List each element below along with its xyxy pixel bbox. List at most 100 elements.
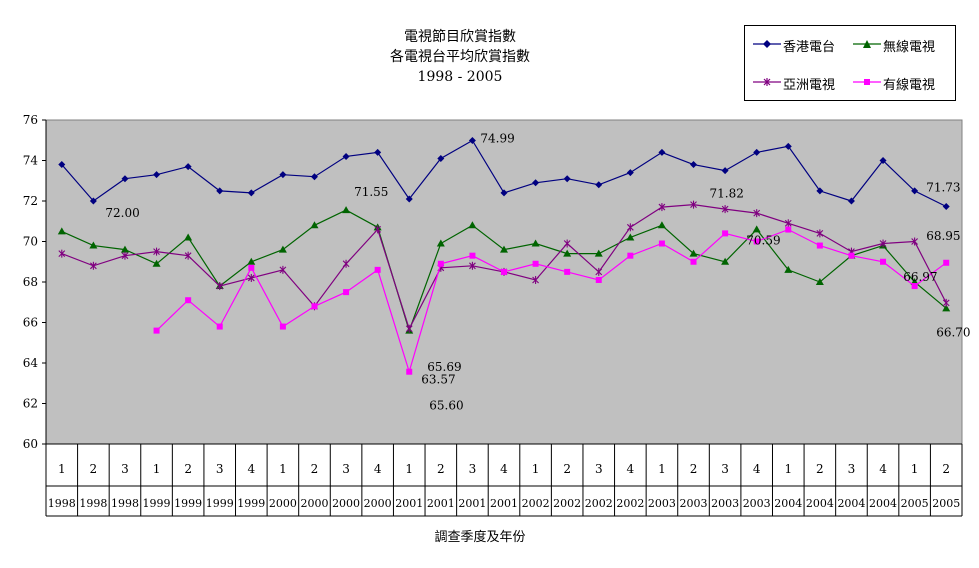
data-point-triangle bbox=[531, 239, 540, 247]
x-tick-label-quarter: 1 bbox=[911, 462, 919, 476]
data-point-square bbox=[279, 323, 286, 330]
legend-marker-star-icon bbox=[753, 78, 781, 86]
data-point-star bbox=[247, 273, 255, 282]
x-tick-label-quarter: 4 bbox=[500, 462, 508, 476]
data-point-diamond bbox=[342, 152, 350, 160]
x-tick-label-quarter: 4 bbox=[247, 462, 255, 476]
data-point-square bbox=[943, 259, 950, 266]
data-point-square bbox=[848, 252, 855, 259]
data-point-diamond bbox=[468, 136, 476, 144]
data-point-star bbox=[216, 282, 224, 291]
x-tick-label-year: 1999 bbox=[174, 497, 202, 510]
y-tick-label: 62 bbox=[23, 397, 38, 411]
data-point-square bbox=[816, 242, 823, 249]
data-point-diamond bbox=[405, 195, 413, 203]
data-point-star bbox=[658, 203, 666, 212]
legend-marker-diamond-icon bbox=[753, 40, 781, 48]
data-label: 71.82 bbox=[710, 187, 744, 201]
data-point-square bbox=[564, 268, 571, 275]
data-label: 65.69 bbox=[427, 360, 461, 374]
x-tick-label-quarter: 4 bbox=[627, 462, 635, 476]
x-tick-label-quarter: 3 bbox=[121, 462, 129, 476]
data-point-diamond bbox=[500, 189, 508, 197]
data-point-square bbox=[185, 297, 192, 304]
data-point-diamond bbox=[595, 181, 603, 189]
x-tick-label-quarter: 3 bbox=[216, 462, 224, 476]
data-point-triangle bbox=[468, 221, 477, 229]
data-point-square bbox=[406, 368, 413, 375]
x-tick-label-quarter: 2 bbox=[90, 462, 98, 476]
data-point-square bbox=[216, 323, 223, 330]
data-label: 71.55 bbox=[354, 185, 388, 199]
x-tick-label-year: 2004 bbox=[806, 497, 834, 510]
y-tick-label: 74 bbox=[23, 154, 39, 168]
data-point-diamond bbox=[563, 175, 571, 183]
data-point-star bbox=[721, 205, 729, 214]
data-point-square bbox=[311, 303, 318, 310]
data-point-star bbox=[595, 267, 603, 276]
data-point-diamond bbox=[658, 148, 666, 156]
y-tick-label: 72 bbox=[23, 194, 38, 208]
x-tick-label-quarter: 1 bbox=[405, 462, 413, 476]
data-point-diamond bbox=[721, 167, 729, 175]
data-point-square bbox=[880, 258, 887, 265]
data-point-diamond bbox=[784, 142, 792, 150]
x-tick-label-quarter: 1 bbox=[658, 462, 666, 476]
data-point-star bbox=[563, 239, 571, 248]
data-point-star bbox=[184, 251, 192, 260]
x-tick-label-quarter: 1 bbox=[279, 462, 287, 476]
data-point-star bbox=[374, 225, 382, 234]
data-point-square bbox=[658, 240, 665, 247]
legend-label-tvb: 無線電視 bbox=[883, 40, 936, 55]
data-point-star bbox=[532, 275, 539, 284]
x-tick-label-quarter: 1 bbox=[532, 462, 540, 476]
data-point-diamond bbox=[216, 187, 224, 195]
data-point-diamond bbox=[847, 197, 855, 205]
series-line-3 bbox=[156, 228, 947, 374]
data-point-triangle bbox=[152, 259, 161, 267]
data-label: 68.95 bbox=[926, 229, 960, 243]
data-point-triangle bbox=[657, 221, 666, 229]
data-point-diamond bbox=[247, 189, 255, 197]
data-point-square bbox=[343, 289, 350, 296]
data-point-diamond bbox=[184, 163, 192, 171]
data-point-square bbox=[753, 238, 760, 245]
data-point-diamond bbox=[279, 171, 287, 179]
x-axis-title: 調查季度及年份 bbox=[434, 530, 526, 545]
x-tick-label-year: 2001 bbox=[395, 497, 423, 510]
data-point-diamond bbox=[942, 202, 950, 210]
data-point-triangle bbox=[594, 249, 603, 257]
data-point-triangle bbox=[942, 304, 951, 312]
data-point-diamond bbox=[310, 173, 318, 181]
data-point-star bbox=[279, 265, 287, 274]
x-tick-label-quarter: 2 bbox=[942, 462, 950, 476]
data-point-triangle bbox=[89, 241, 98, 249]
data-point-diamond bbox=[911, 187, 919, 195]
x-tick-label-year: 2003 bbox=[743, 497, 771, 510]
data-label: 66.70 bbox=[936, 325, 970, 339]
legend: 香港電台 無線電視 亞洲電視 有線電視 bbox=[744, 25, 956, 101]
y-tick-label: 70 bbox=[23, 235, 38, 249]
data-point-star bbox=[753, 209, 761, 218]
data-point-triangle bbox=[784, 265, 793, 273]
data-point-star bbox=[942, 298, 950, 307]
data-point-diamond bbox=[879, 157, 887, 164]
x-tick-label-quarter: 1 bbox=[153, 462, 161, 476]
x-tick-label-year: 1998 bbox=[111, 497, 139, 510]
data-point-diamond bbox=[89, 197, 97, 205]
data-point-star bbox=[153, 247, 160, 256]
x-tick-label-quarter: 4 bbox=[753, 462, 761, 476]
data-point-square bbox=[911, 283, 918, 290]
x-tick-label-year: 2005 bbox=[901, 497, 929, 510]
x-tick-label-year: 2002 bbox=[553, 497, 581, 510]
x-tick-label-quarter: 3 bbox=[848, 462, 856, 476]
y-tick-label: 76 bbox=[23, 113, 38, 127]
data-point-triangle bbox=[120, 245, 129, 253]
data-point-square bbox=[374, 266, 381, 273]
data-point-square bbox=[722, 230, 729, 237]
data-point-square bbox=[501, 268, 507, 275]
data-point-star bbox=[121, 251, 129, 260]
data-point-star bbox=[342, 259, 350, 268]
data-point-triangle bbox=[689, 249, 698, 257]
data-point-diamond bbox=[121, 175, 129, 183]
